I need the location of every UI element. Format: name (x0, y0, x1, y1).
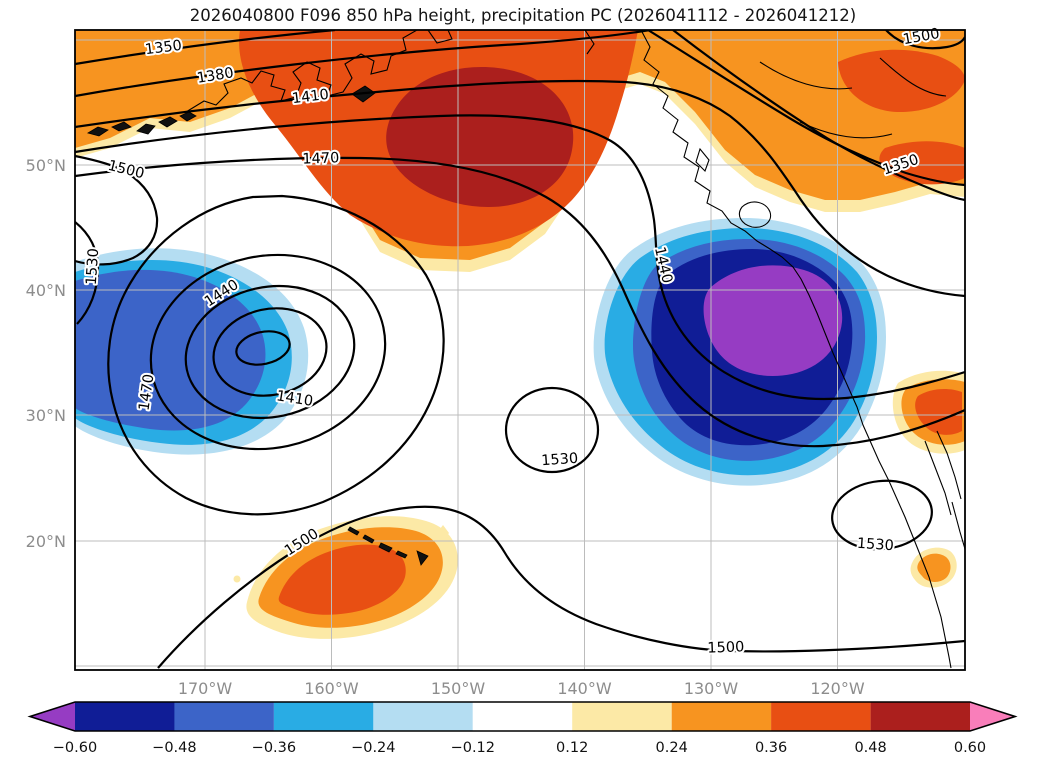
colorbar-tick: 0.36 (755, 740, 787, 756)
low-ring-inner (235, 330, 291, 366)
colorbar-right-arrow (970, 702, 1015, 731)
low-ring-1410 (212, 307, 328, 397)
shade-hawaii-redorange (278, 544, 406, 615)
colorbar-tick-labels: −0.60 −0.48 −0.36 −0.24 −0.12 0.12 0.24 … (53, 740, 986, 756)
contour-label: 1530 (541, 451, 579, 470)
colorbar-tick: −0.12 (451, 740, 495, 756)
shade-left-royal (75, 269, 266, 431)
colorbar: −0.60 −0.48 −0.36 −0.24 −0.12 0.12 0.24 … (27, 701, 1018, 756)
contour-1350-west (75, 30, 336, 66)
colorbar-tick: −0.60 (53, 740, 97, 756)
hawaiian-islands (347, 526, 429, 566)
haida-gwaii (695, 147, 710, 172)
colorbar-segment (572, 702, 672, 731)
colorbar-segment (174, 702, 274, 731)
aleutian-islands (86, 111, 197, 137)
chart-title: 2026040800 F096 850 hPa height, precipit… (190, 6, 856, 25)
high-1530-east (831, 479, 933, 551)
low-ring-1440 (184, 284, 356, 420)
lon-label-120w: 120°W (810, 679, 865, 698)
lat-label-20n: 20°N (26, 532, 66, 551)
gulf-of-california (924, 430, 965, 550)
vancouver-island (738, 201, 772, 228)
latitude-labels: 50°N 40°N 30°N 20°N (26, 156, 66, 551)
lon-label-140w: 140°W (557, 679, 612, 698)
contour-1410 (75, 79, 965, 298)
lat-label-30n: 30°N (26, 406, 66, 425)
contour-1500-south (157, 505, 965, 669)
north-america-west-coast (640, 30, 952, 669)
contour-label-group: 1350 1380 1410 1470 1500 1530 1470 1440 … (82, 24, 943, 659)
contour-1440 (75, 114, 965, 401)
shade-yellow-speck-1 (437, 525, 449, 541)
lon-label-130w: 130°W (684, 679, 739, 698)
shade-yellow-speck-2 (233, 575, 241, 583)
low-ring-1470 (149, 253, 387, 451)
lon-label-160w: 160°W (304, 679, 359, 698)
lon-label-170w: 170°W (178, 679, 233, 698)
colorbar-segment (75, 702, 175, 731)
colorbar-tick: −0.24 (351, 740, 395, 756)
contour-1530-west (75, 221, 100, 325)
contour-label: 1470 (302, 150, 339, 167)
contour-label: 1500 (106, 158, 146, 182)
colorbar-tick: −0.36 (252, 740, 296, 756)
shade-tr-redorange-1 (838, 49, 965, 112)
colorbar-segment (472, 702, 573, 731)
colorbar-segment (671, 702, 772, 731)
shade-north-darkred (386, 67, 574, 207)
contour-1500-topright (885, 30, 965, 50)
colorbar-tick: 0.60 (954, 740, 986, 756)
colorbar-segment (273, 702, 374, 731)
contour-1380-west (75, 30, 651, 98)
high-1530-central (504, 386, 600, 474)
contour-1380-east (672, 30, 965, 202)
colorbar-outline (27, 701, 1018, 732)
longitude-labels: 170°W 160°W 150°W 140°W 130°W 120°W (178, 679, 865, 698)
contour-label: 1500 (707, 639, 744, 656)
gridlines (75, 30, 965, 670)
contour-1470 (75, 156, 965, 448)
precip-shading (75, 30, 965, 639)
height-contours (75, 30, 965, 669)
shade-mexico-orange (917, 553, 951, 582)
lat-label-40n: 40°N (26, 281, 66, 300)
shade-gulfca-redorange (915, 388, 962, 435)
lon-label-150w: 150°W (431, 679, 486, 698)
colorbar-tick: 0.24 (656, 740, 688, 756)
colorbar-segment (870, 702, 971, 731)
shade-tr-redorange-2 (879, 141, 965, 185)
contour-label: 1530 (84, 248, 103, 286)
colorbar-tick: 0.48 (854, 740, 886, 756)
map-border (74, 29, 966, 671)
lat-label-50n: 50°N (26, 156, 66, 175)
colorbar-left-arrow (30, 702, 75, 731)
colorbar-segment (373, 702, 473, 731)
contour-label: 1530 (856, 536, 894, 555)
colorbar-tick: −0.48 (152, 740, 196, 756)
colorbar-tick: 0.12 (556, 740, 588, 756)
contour-1500-nw (75, 154, 159, 266)
map-canvas (75, 30, 965, 670)
low-ring-1500-outer (107, 194, 445, 516)
colorbar-segment (771, 702, 871, 731)
